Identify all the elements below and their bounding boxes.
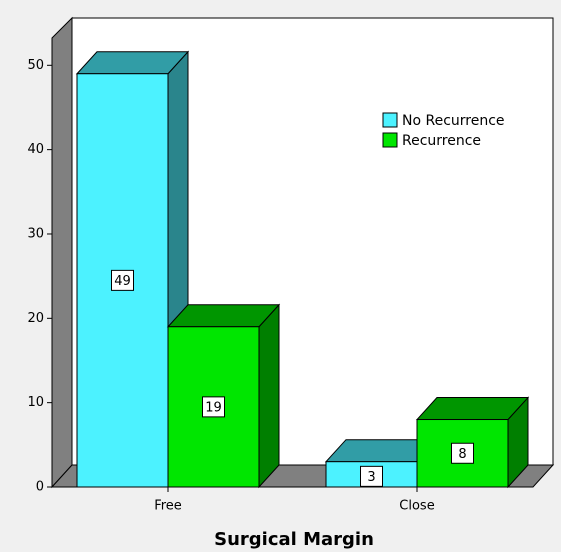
value-label: 19 (205, 400, 222, 415)
y-tick-label: 0 (36, 480, 44, 495)
bar-side (258, 303, 280, 489)
y-tick-label: 50 (27, 58, 44, 73)
value-label-box (111, 269, 134, 291)
y-tick-label: 20 (27, 311, 44, 326)
legend-label: No Recurrence (402, 113, 505, 129)
value-label-box (202, 396, 225, 418)
value-label: 49 (114, 274, 131, 289)
legend-label: Recurrence (402, 133, 481, 149)
x-tick-label: Free (154, 499, 182, 514)
legend-swatch (382, 112, 398, 128)
bar-top (415, 397, 530, 421)
value-label-box (451, 442, 474, 464)
x-axis-title: Surgical Margin (214, 529, 374, 550)
x-tick-label: Close (399, 499, 434, 514)
value-label-box (360, 465, 383, 487)
bar-top (75, 51, 190, 75)
value-label: 8 (458, 447, 466, 462)
y-tick-label: 10 (27, 395, 44, 410)
y-tick-label: 40 (27, 142, 44, 157)
y-tick-label: 30 (27, 226, 44, 241)
bar-top (166, 304, 281, 328)
bar (416, 419, 509, 488)
value-label: 3 (367, 470, 375, 485)
left-wall (51, 16, 73, 489)
legend-swatch (382, 132, 398, 148)
